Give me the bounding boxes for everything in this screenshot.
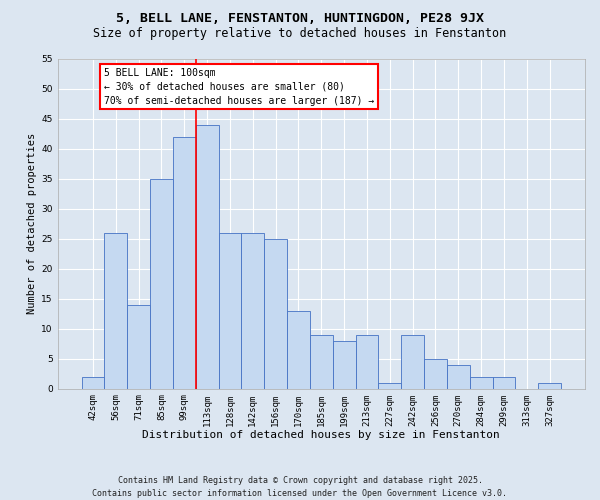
- Bar: [82, 376, 104, 388]
- X-axis label: Distribution of detached houses by size in Fenstanton: Distribution of detached houses by size …: [142, 430, 500, 440]
- Bar: [401, 334, 424, 388]
- Bar: [287, 310, 310, 388]
- Bar: [310, 334, 332, 388]
- Bar: [104, 232, 127, 388]
- Text: 5, BELL LANE, FENSTANTON, HUNTINGDON, PE28 9JX: 5, BELL LANE, FENSTANTON, HUNTINGDON, PE…: [116, 12, 484, 26]
- Bar: [127, 304, 150, 388]
- Bar: [538, 382, 561, 388]
- Bar: [332, 340, 356, 388]
- Bar: [447, 364, 470, 388]
- Bar: [196, 124, 218, 388]
- Bar: [241, 232, 264, 388]
- Bar: [470, 376, 493, 388]
- Bar: [150, 178, 173, 388]
- Bar: [264, 238, 287, 388]
- Bar: [218, 232, 241, 388]
- Bar: [379, 382, 401, 388]
- Bar: [356, 334, 379, 388]
- Text: Contains HM Land Registry data © Crown copyright and database right 2025.
Contai: Contains HM Land Registry data © Crown c…: [92, 476, 508, 498]
- Y-axis label: Number of detached properties: Number of detached properties: [27, 133, 37, 314]
- Bar: [424, 358, 447, 388]
- Bar: [493, 376, 515, 388]
- Text: Size of property relative to detached houses in Fenstanton: Size of property relative to detached ho…: [94, 28, 506, 40]
- Text: 5 BELL LANE: 100sqm
← 30% of detached houses are smaller (80)
70% of semi-detach: 5 BELL LANE: 100sqm ← 30% of detached ho…: [104, 68, 374, 106]
- Bar: [173, 136, 196, 388]
